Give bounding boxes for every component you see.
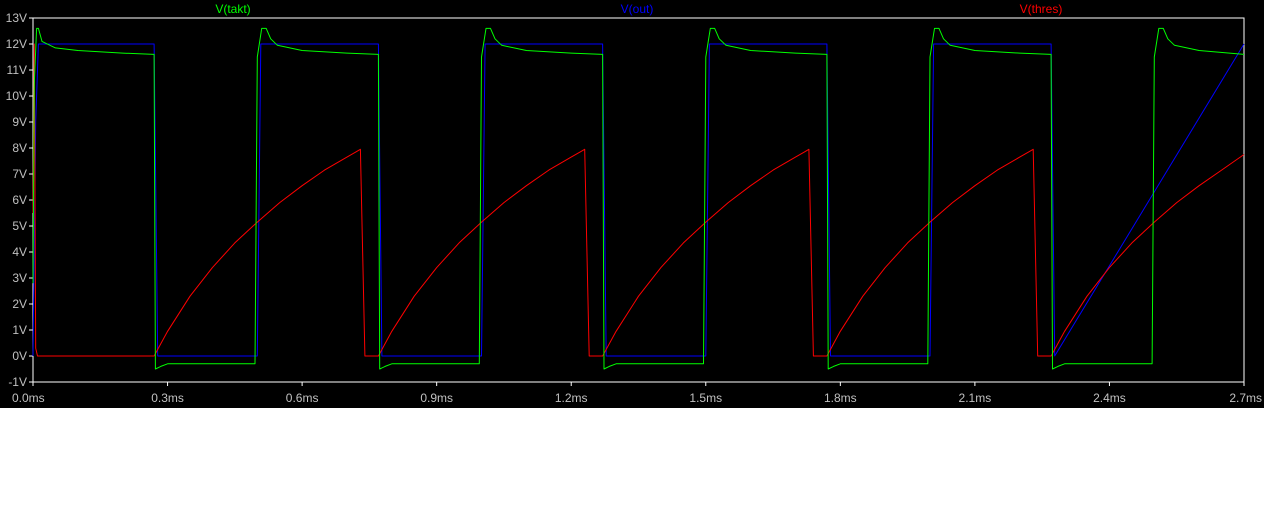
- y-tick-label: 2V: [12, 297, 27, 311]
- y-tick-label: 5V: [12, 219, 27, 233]
- x-tick-label: 0.6ms: [286, 391, 319, 405]
- x-tick-label: 1.2ms: [555, 391, 588, 405]
- x-tick-label: 0.0ms: [12, 391, 45, 405]
- plot-frame: [32, 17, 1245, 383]
- x-tick-label: 0.9ms: [420, 391, 453, 405]
- y-tick-label: 11V: [7, 63, 27, 77]
- x-tick-label: 1.5ms: [689, 391, 722, 405]
- legend-entry-v-out[interactable]: V(out): [621, 2, 654, 16]
- y-tick-label: 0V: [12, 349, 27, 363]
- y-tick-label: 7V: [12, 167, 27, 181]
- legend-entry-v-thres[interactable]: V(thres): [1020, 2, 1063, 16]
- x-tick-label: 2.4ms: [1093, 391, 1126, 405]
- y-tick-label: 6V: [12, 193, 27, 207]
- x-tick-label: 2.1ms: [959, 391, 992, 405]
- series-traces: [32, 27, 1245, 370]
- y-tick-label: 10V: [6, 89, 27, 103]
- x-tick-label: 2.7ms: [1229, 391, 1262, 405]
- y-tick-label: 3V: [12, 271, 27, 285]
- series-line-v-out[interactable]: [32, 43, 1245, 357]
- y-tick-label: 1V: [12, 323, 27, 337]
- x-tick-label: 0.3ms: [151, 391, 184, 405]
- y-tick-label: -1V: [8, 375, 27, 389]
- legend-entry-v-takt[interactable]: V(takt): [215, 2, 250, 16]
- y-tick-label: 12V: [6, 37, 27, 51]
- y-tick-label: 8V: [12, 141, 27, 155]
- axis-ticks: -1V 0V 1V 2V 3V 4V 5V 6V 7V 8V 9V 10V 11V 12V 13V 0.0ms…: [6, 11, 1262, 405]
- series-line-v-takt[interactable]: [32, 27, 1245, 370]
- y-tick-label: 4V: [12, 245, 27, 259]
- waveform-plot[interactable]: -1V 0V 1V 2V 3V 4V 5V 6V 7V 8V 9V 10V 11V 12V 13V 0.0ms…: [0, 0, 1264, 408]
- y-tick-label: 9V: [12, 115, 27, 129]
- legend: V(takt) V(out) V(thres): [215, 2, 1062, 16]
- y-tick-label: 13V: [6, 11, 27, 25]
- plot-window: -1V 0V 1V 2V 3V 4V 5V 6V 7V 8V 9V 10V 11V 12V 13V 0.0ms…: [0, 0, 1264, 408]
- series-line-v-thres[interactable]: [32, 43, 1245, 357]
- x-tick-label: 1.8ms: [824, 391, 857, 405]
